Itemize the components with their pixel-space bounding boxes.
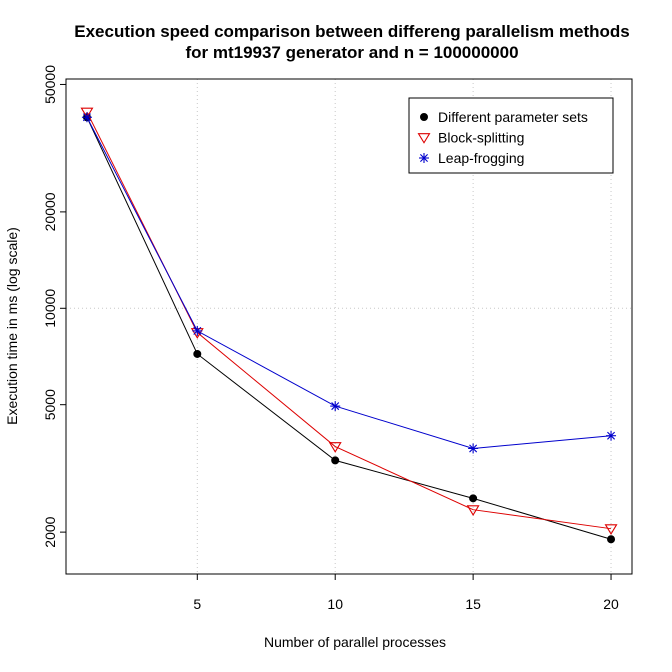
data-point-block-splitting: [466, 505, 480, 516]
y-tick-label: 50000: [42, 65, 58, 104]
y-axis: 2000 5000 10000 20000 50000: [42, 65, 66, 548]
y-tick-label: 2000: [42, 516, 58, 547]
y-tick-label: 20000: [42, 192, 58, 231]
legend-marker-leap-frogging: [419, 153, 429, 163]
data-point-block-splitting: [80, 107, 94, 119]
chart-title-line-2: for mt19937 generator and n = 100000000: [185, 43, 518, 62]
x-tick-label: 20: [603, 596, 619, 612]
gridlines: [66, 79, 632, 574]
data-point-leap-frogging: [192, 325, 203, 336]
data-point-different-parameter-sets: [331, 456, 340, 465]
asterisk-stroke: [193, 326, 202, 335]
x-axis-label: Number of parallel processes: [264, 634, 446, 650]
legend-box: [408, 97, 614, 174]
x-axis: 5 10 15 20: [193, 574, 619, 612]
legend-label-block-splitting: Block-splitting: [438, 130, 524, 146]
x-tick-label: 15: [465, 596, 481, 612]
plot-frame: [65, 78, 633, 575]
x-tick-label: 10: [327, 596, 343, 612]
data-point-block-splitting: [328, 442, 342, 453]
data-point-leap-frogging: [330, 401, 341, 412]
series-layer: [80, 107, 618, 544]
legend: Different parameter sets Block-splitting L…: [408, 97, 614, 174]
series-leap-frogging: [81, 112, 617, 454]
asterisk-stroke: [420, 154, 428, 162]
legend-label-leap-frogging: Leap-frogging: [438, 150, 524, 166]
chart-title-line-1: Execution speed comparison between diffe…: [74, 22, 629, 41]
series-line-different-parameter-sets: [86, 117, 612, 540]
data-point-leap-frogging: [81, 112, 92, 123]
y-tick-label: 5000: [42, 389, 58, 420]
series-line-block-splitting: [86, 111, 612, 530]
asterisk-stroke: [607, 431, 616, 440]
legend-marker-different-parameter-sets: [420, 113, 428, 121]
data-point-block-splitting: [604, 524, 618, 535]
y-axis-label: Execution time in ms (log scale): [4, 227, 20, 425]
data-point-leap-frogging: [606, 430, 617, 441]
asterisk-stroke: [331, 402, 340, 411]
asterisk-stroke: [469, 444, 478, 453]
x-tick-label: 5: [193, 596, 201, 612]
asterisk-stroke: [82, 113, 91, 122]
legend-marker-block-splitting: [417, 133, 431, 144]
data-point-different-parameter-sets: [469, 494, 478, 503]
data-point-different-parameter-sets: [607, 535, 616, 544]
y-tick-label: 10000: [42, 289, 58, 328]
data-point-leap-frogging: [468, 443, 479, 454]
data-point-different-parameter-sets: [193, 349, 202, 358]
legend-label-different-parameter-sets: Different parameter sets: [438, 109, 588, 125]
series-different-parameter-sets: [82, 113, 616, 544]
